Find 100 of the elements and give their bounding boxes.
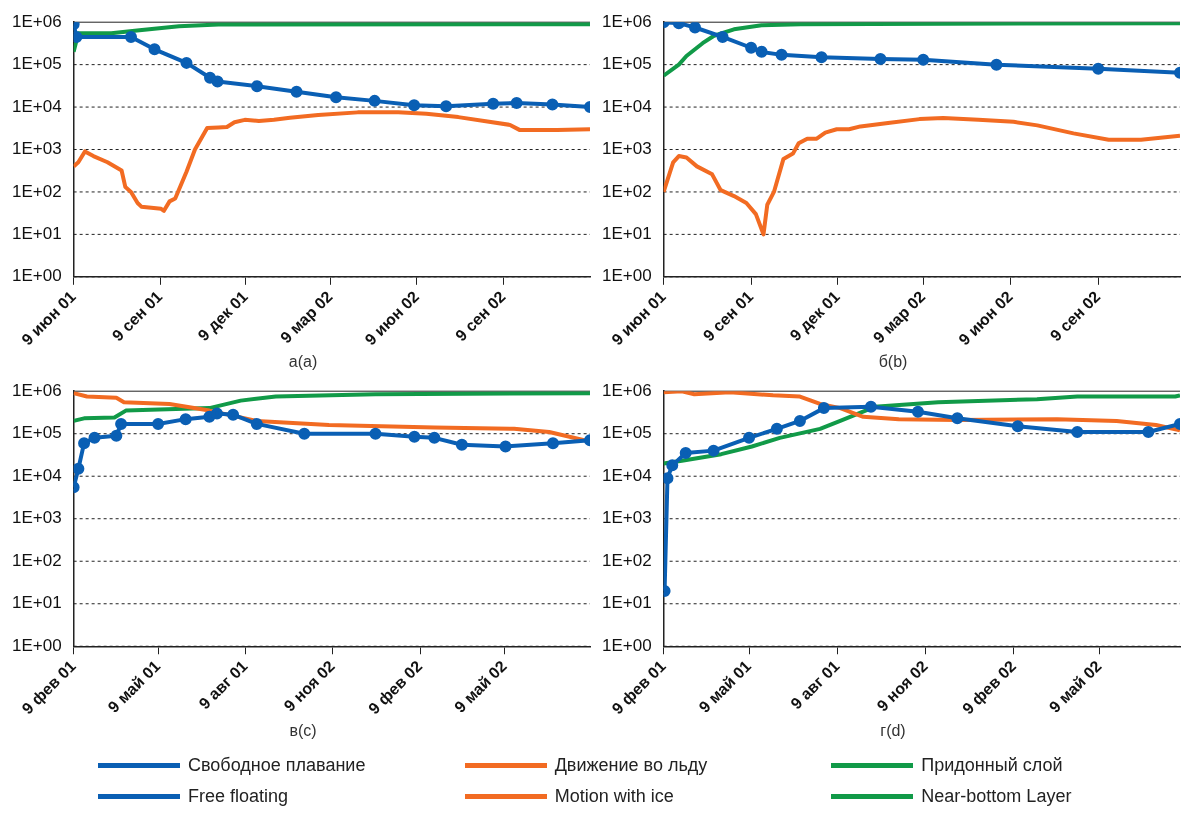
x-tick-label: 9 сен 01 xyxy=(108,287,166,345)
y-tick-label: 1E+05 xyxy=(11,423,62,443)
x-tick-label: 9 фев 02 xyxy=(365,657,426,718)
x-tick-label: 9 фев 01 xyxy=(18,657,79,718)
y-tick-label: 1E+02 xyxy=(11,181,62,201)
y-tick-label: 1E+04 xyxy=(11,465,62,485)
y-tick-label: 1E+03 xyxy=(601,139,652,159)
point xyxy=(745,41,758,54)
text: а(a) xyxy=(287,353,319,372)
point xyxy=(874,53,887,66)
point xyxy=(204,71,217,84)
x-tick-label: 9 авг 01 xyxy=(195,657,251,713)
x-tick-label: 9 ноя 02 xyxy=(280,657,339,715)
point xyxy=(1142,425,1155,438)
point xyxy=(510,96,523,109)
legend-label: Придонный слой Near-bottom Layer xyxy=(921,754,1072,808)
point xyxy=(330,91,343,104)
y-tick-label: 1E+00 xyxy=(601,635,652,655)
x-tick-label: 9 фев 01 xyxy=(608,657,669,718)
point xyxy=(152,417,165,430)
y-tick-label: 1E+04 xyxy=(601,465,652,485)
point xyxy=(546,437,559,450)
point xyxy=(1011,420,1024,433)
point xyxy=(455,438,468,451)
point xyxy=(369,427,382,440)
point xyxy=(689,22,702,34)
x-tick-label: 9 сен 02 xyxy=(452,287,509,345)
y-tick-label: 1E+03 xyxy=(601,508,652,528)
point xyxy=(203,410,216,423)
point xyxy=(115,417,128,430)
x-tick-label: 9 сен 02 xyxy=(1046,287,1104,345)
y-tick-label: 1E+04 xyxy=(11,96,62,116)
y-tick-label: 1E+00 xyxy=(11,266,62,286)
point xyxy=(428,431,441,444)
x-tick-label: 9 ноя 02 xyxy=(873,657,931,715)
point xyxy=(179,413,192,426)
point xyxy=(368,94,381,107)
point xyxy=(408,99,421,112)
y-tick-label: 1E+02 xyxy=(601,181,652,201)
y-tick-label: 1E+01 xyxy=(601,224,652,244)
x-tick-label: 9 авг 01 xyxy=(787,657,843,713)
x-tick-label: 9 сен 01 xyxy=(699,287,757,345)
point xyxy=(125,30,138,43)
point xyxy=(793,414,806,427)
point xyxy=(716,30,729,43)
point xyxy=(487,97,500,110)
y-tick-label: 1E+06 xyxy=(11,11,62,31)
text: б(b) xyxy=(877,353,909,372)
point xyxy=(775,48,788,61)
point xyxy=(743,431,756,444)
point xyxy=(864,400,877,413)
y-tick-label: 1E+00 xyxy=(601,266,652,286)
point xyxy=(148,43,161,56)
y-tick-label: 1E+05 xyxy=(601,54,652,74)
point xyxy=(663,472,674,485)
y-tick-label: 1E+03 xyxy=(11,139,62,159)
point xyxy=(951,412,964,425)
y-tick-label: 1E+06 xyxy=(11,380,62,400)
text: г(d) xyxy=(879,722,907,741)
point xyxy=(679,447,692,460)
point xyxy=(298,427,311,440)
legend-label: Свободное плавание Free floating xyxy=(188,754,366,808)
point xyxy=(408,430,421,443)
x-tick-label: 9 май 02 xyxy=(1045,657,1105,716)
legend-label: Движение во льду Motion with ice xyxy=(554,754,708,808)
text: в(c) xyxy=(288,722,318,741)
x-tick-label: 9 дек 01 xyxy=(786,287,843,345)
point xyxy=(666,459,679,472)
point xyxy=(440,100,453,113)
point xyxy=(911,405,924,418)
x-tick-label: 9 мар 02 xyxy=(277,287,336,347)
x-tick-label: 9 дек 01 xyxy=(194,287,252,345)
point xyxy=(917,53,930,66)
point xyxy=(110,429,123,442)
point xyxy=(815,51,828,64)
y-tick-label: 1E+05 xyxy=(11,54,62,74)
y-tick-label: 1E+02 xyxy=(601,550,652,570)
point xyxy=(770,422,783,435)
y-tick-label: 1E+02 xyxy=(11,550,62,570)
y-tick-label: 1E+04 xyxy=(601,96,652,116)
point xyxy=(211,75,224,88)
point xyxy=(73,462,85,475)
point xyxy=(1071,425,1084,438)
point xyxy=(707,444,720,457)
y-tick-label: 1E+03 xyxy=(11,508,62,528)
y-tick-label: 1E+00 xyxy=(11,635,62,655)
point xyxy=(180,56,193,69)
y-tick-label: 1E+01 xyxy=(601,593,652,613)
y-tick-label: 1E+06 xyxy=(601,11,652,31)
point xyxy=(817,402,830,415)
point xyxy=(227,408,240,421)
y-tick-label: 1E+01 xyxy=(11,593,62,613)
point xyxy=(1092,62,1105,75)
point xyxy=(499,440,512,453)
point xyxy=(546,98,559,111)
point xyxy=(88,431,101,444)
point xyxy=(78,437,91,450)
point xyxy=(250,417,263,430)
y-tick-label: 1E+01 xyxy=(11,224,62,244)
point xyxy=(210,407,223,420)
